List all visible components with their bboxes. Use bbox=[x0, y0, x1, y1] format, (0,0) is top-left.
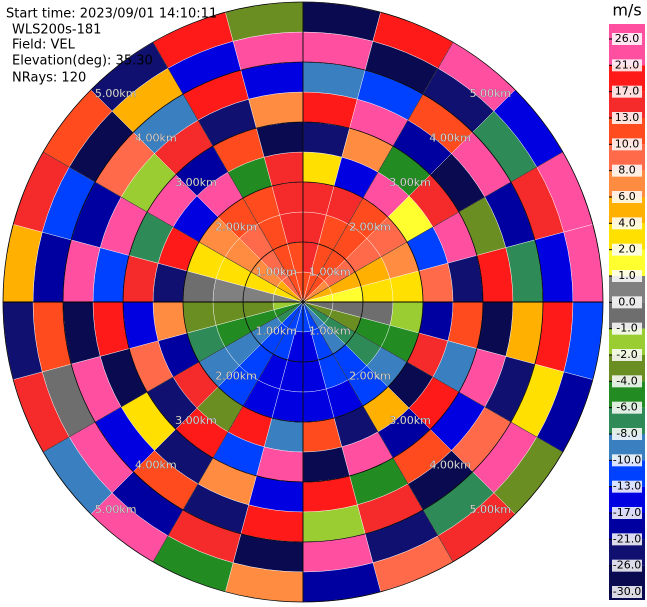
range-label: 3.00km bbox=[389, 414, 431, 427]
colorbar-tick-label: -4.0 bbox=[616, 374, 637, 387]
range-label: 1.00km bbox=[309, 265, 351, 278]
info-line: WLS200s-181 bbox=[12, 23, 101, 38]
range-label: 3.00km bbox=[175, 414, 217, 427]
tick-label-bg bbox=[612, 375, 642, 388]
range-ring bbox=[182, 181, 424, 423]
spoke bbox=[302, 301, 454, 562]
tick-label-bg bbox=[612, 480, 642, 493]
colorbar-tick-label: 17.0 bbox=[615, 85, 640, 98]
velocity-cell bbox=[122, 255, 159, 303]
colorbar-tick-label: -30.0 bbox=[613, 585, 641, 598]
velocity-cell bbox=[256, 446, 304, 483]
info-line: NRays: 120 bbox=[12, 71, 86, 86]
tick-label-bg bbox=[612, 533, 642, 546]
range-label: 2.00km bbox=[349, 369, 391, 382]
spoke bbox=[152, 301, 304, 562]
range-ring bbox=[62, 61, 544, 543]
velocity-cell bbox=[122, 301, 159, 349]
colorbar-tick-label: 2.0 bbox=[618, 243, 636, 256]
colorbar-tick-label: -6.0 bbox=[616, 401, 637, 414]
colorbar-tick-label: -17.0 bbox=[613, 506, 641, 519]
colorbar-title: m/s bbox=[612, 1, 641, 20]
spoke bbox=[43, 301, 304, 453]
colorbar-tick-label: -10.0 bbox=[613, 453, 641, 466]
colorbar-tick-label: 1.0 bbox=[618, 269, 636, 282]
tick-label-bg bbox=[612, 33, 642, 45]
tick-label-bg bbox=[612, 507, 642, 519]
tick-label-bg bbox=[612, 296, 642, 309]
colorbar-tick-label: 6.0 bbox=[618, 190, 636, 203]
tick-label-bg bbox=[612, 138, 642, 151]
range-label: 3.00km bbox=[175, 176, 217, 189]
velocity-cell bbox=[302, 121, 350, 158]
velocity-cell bbox=[447, 301, 484, 349]
range-label: 5.00km bbox=[95, 87, 137, 100]
range-label: 3.00km bbox=[389, 176, 431, 189]
tick-label-bg bbox=[612, 243, 642, 256]
ppi-cells bbox=[2, 1, 604, 603]
spoke bbox=[152, 42, 304, 303]
range-label: 4.00km bbox=[135, 458, 177, 471]
colorbar-tick-label: -21.0 bbox=[613, 532, 641, 545]
colorbar: 26.0 21.0 17.0 13.0 10.0 8.0 6.0 4.0 2.0 1.0 0.0 -1… bbox=[609, 24, 645, 600]
velocity-cell bbox=[302, 446, 350, 483]
range-label: 2.00km bbox=[215, 369, 257, 382]
tick-label-bg bbox=[612, 112, 642, 124]
range-label: 4.00km bbox=[429, 132, 471, 145]
range-label: 4.00km bbox=[429, 458, 471, 471]
range-label: 5.00km bbox=[95, 503, 137, 516]
colorbar-tick-label: 8.0 bbox=[618, 164, 636, 177]
tick-label-bg bbox=[612, 454, 642, 467]
tick-label-bg bbox=[612, 428, 642, 440]
tick-label-bg bbox=[612, 164, 642, 177]
range-label: 2.00km bbox=[215, 221, 257, 234]
range-label: 1.00km bbox=[255, 325, 297, 338]
colorbar-tick-label: -8.0 bbox=[616, 427, 637, 440]
colorbar-tick-label: -2.0 bbox=[616, 348, 637, 361]
colorbar-tick-label: -13.0 bbox=[613, 480, 641, 493]
spoke bbox=[302, 301, 563, 453]
range-label: 5.00km bbox=[470, 87, 512, 100]
colorbar-tick-label: 4.0 bbox=[618, 216, 636, 229]
spoke bbox=[43, 151, 304, 303]
colorbar-tick-label: -1.0 bbox=[616, 322, 637, 335]
spoke bbox=[302, 151, 563, 303]
range-label: 5.00km bbox=[470, 503, 512, 516]
info-line: Elevation(deg): 35.30 bbox=[12, 54, 153, 69]
velocity-cell bbox=[256, 121, 304, 158]
spoke bbox=[302, 42, 454, 303]
tick-label-bg bbox=[612, 85, 642, 98]
tick-label-bg bbox=[612, 191, 642, 203]
tick-label-bg bbox=[612, 217, 642, 230]
tick-label-bg bbox=[612, 586, 642, 598]
info-line: Field: VEL bbox=[12, 38, 76, 53]
range-label: 4.00km bbox=[135, 132, 177, 145]
range-ring bbox=[122, 121, 484, 483]
range-ring bbox=[2, 1, 604, 603]
polar-grid bbox=[2, 1, 604, 603]
range-label: 1.00km bbox=[309, 325, 351, 338]
colorbar-tick-label: 10.0 bbox=[615, 137, 640, 150]
colorbar-tick-label: 21.0 bbox=[615, 58, 640, 71]
colorbar-tick-label: 26.0 bbox=[615, 32, 640, 45]
tick-label-bg bbox=[612, 59, 642, 72]
tick-label-bg bbox=[612, 401, 642, 414]
tick-label-bg bbox=[612, 349, 642, 361]
tick-label-bg bbox=[612, 559, 642, 572]
range-label: 2.00km bbox=[349, 221, 391, 234]
colorbar-tick-label: -26.0 bbox=[613, 559, 641, 572]
tick-label-bg bbox=[612, 270, 642, 282]
velocity-cell bbox=[447, 255, 484, 303]
info-line: Start time: 2023/09/01 14:10:11 bbox=[6, 7, 217, 22]
labels: 1.00km 1.00km 1.00km 1.00km 2.00km 2.00km 2.00… bbox=[95, 87, 512, 516]
colorbar-tick-label: 0.0 bbox=[618, 295, 636, 308]
range-label: 1.00km bbox=[255, 265, 297, 278]
colorbar-tick-label: 13.0 bbox=[615, 111, 640, 124]
tick-label-bg bbox=[612, 322, 642, 335]
range-ring bbox=[242, 241, 364, 363]
